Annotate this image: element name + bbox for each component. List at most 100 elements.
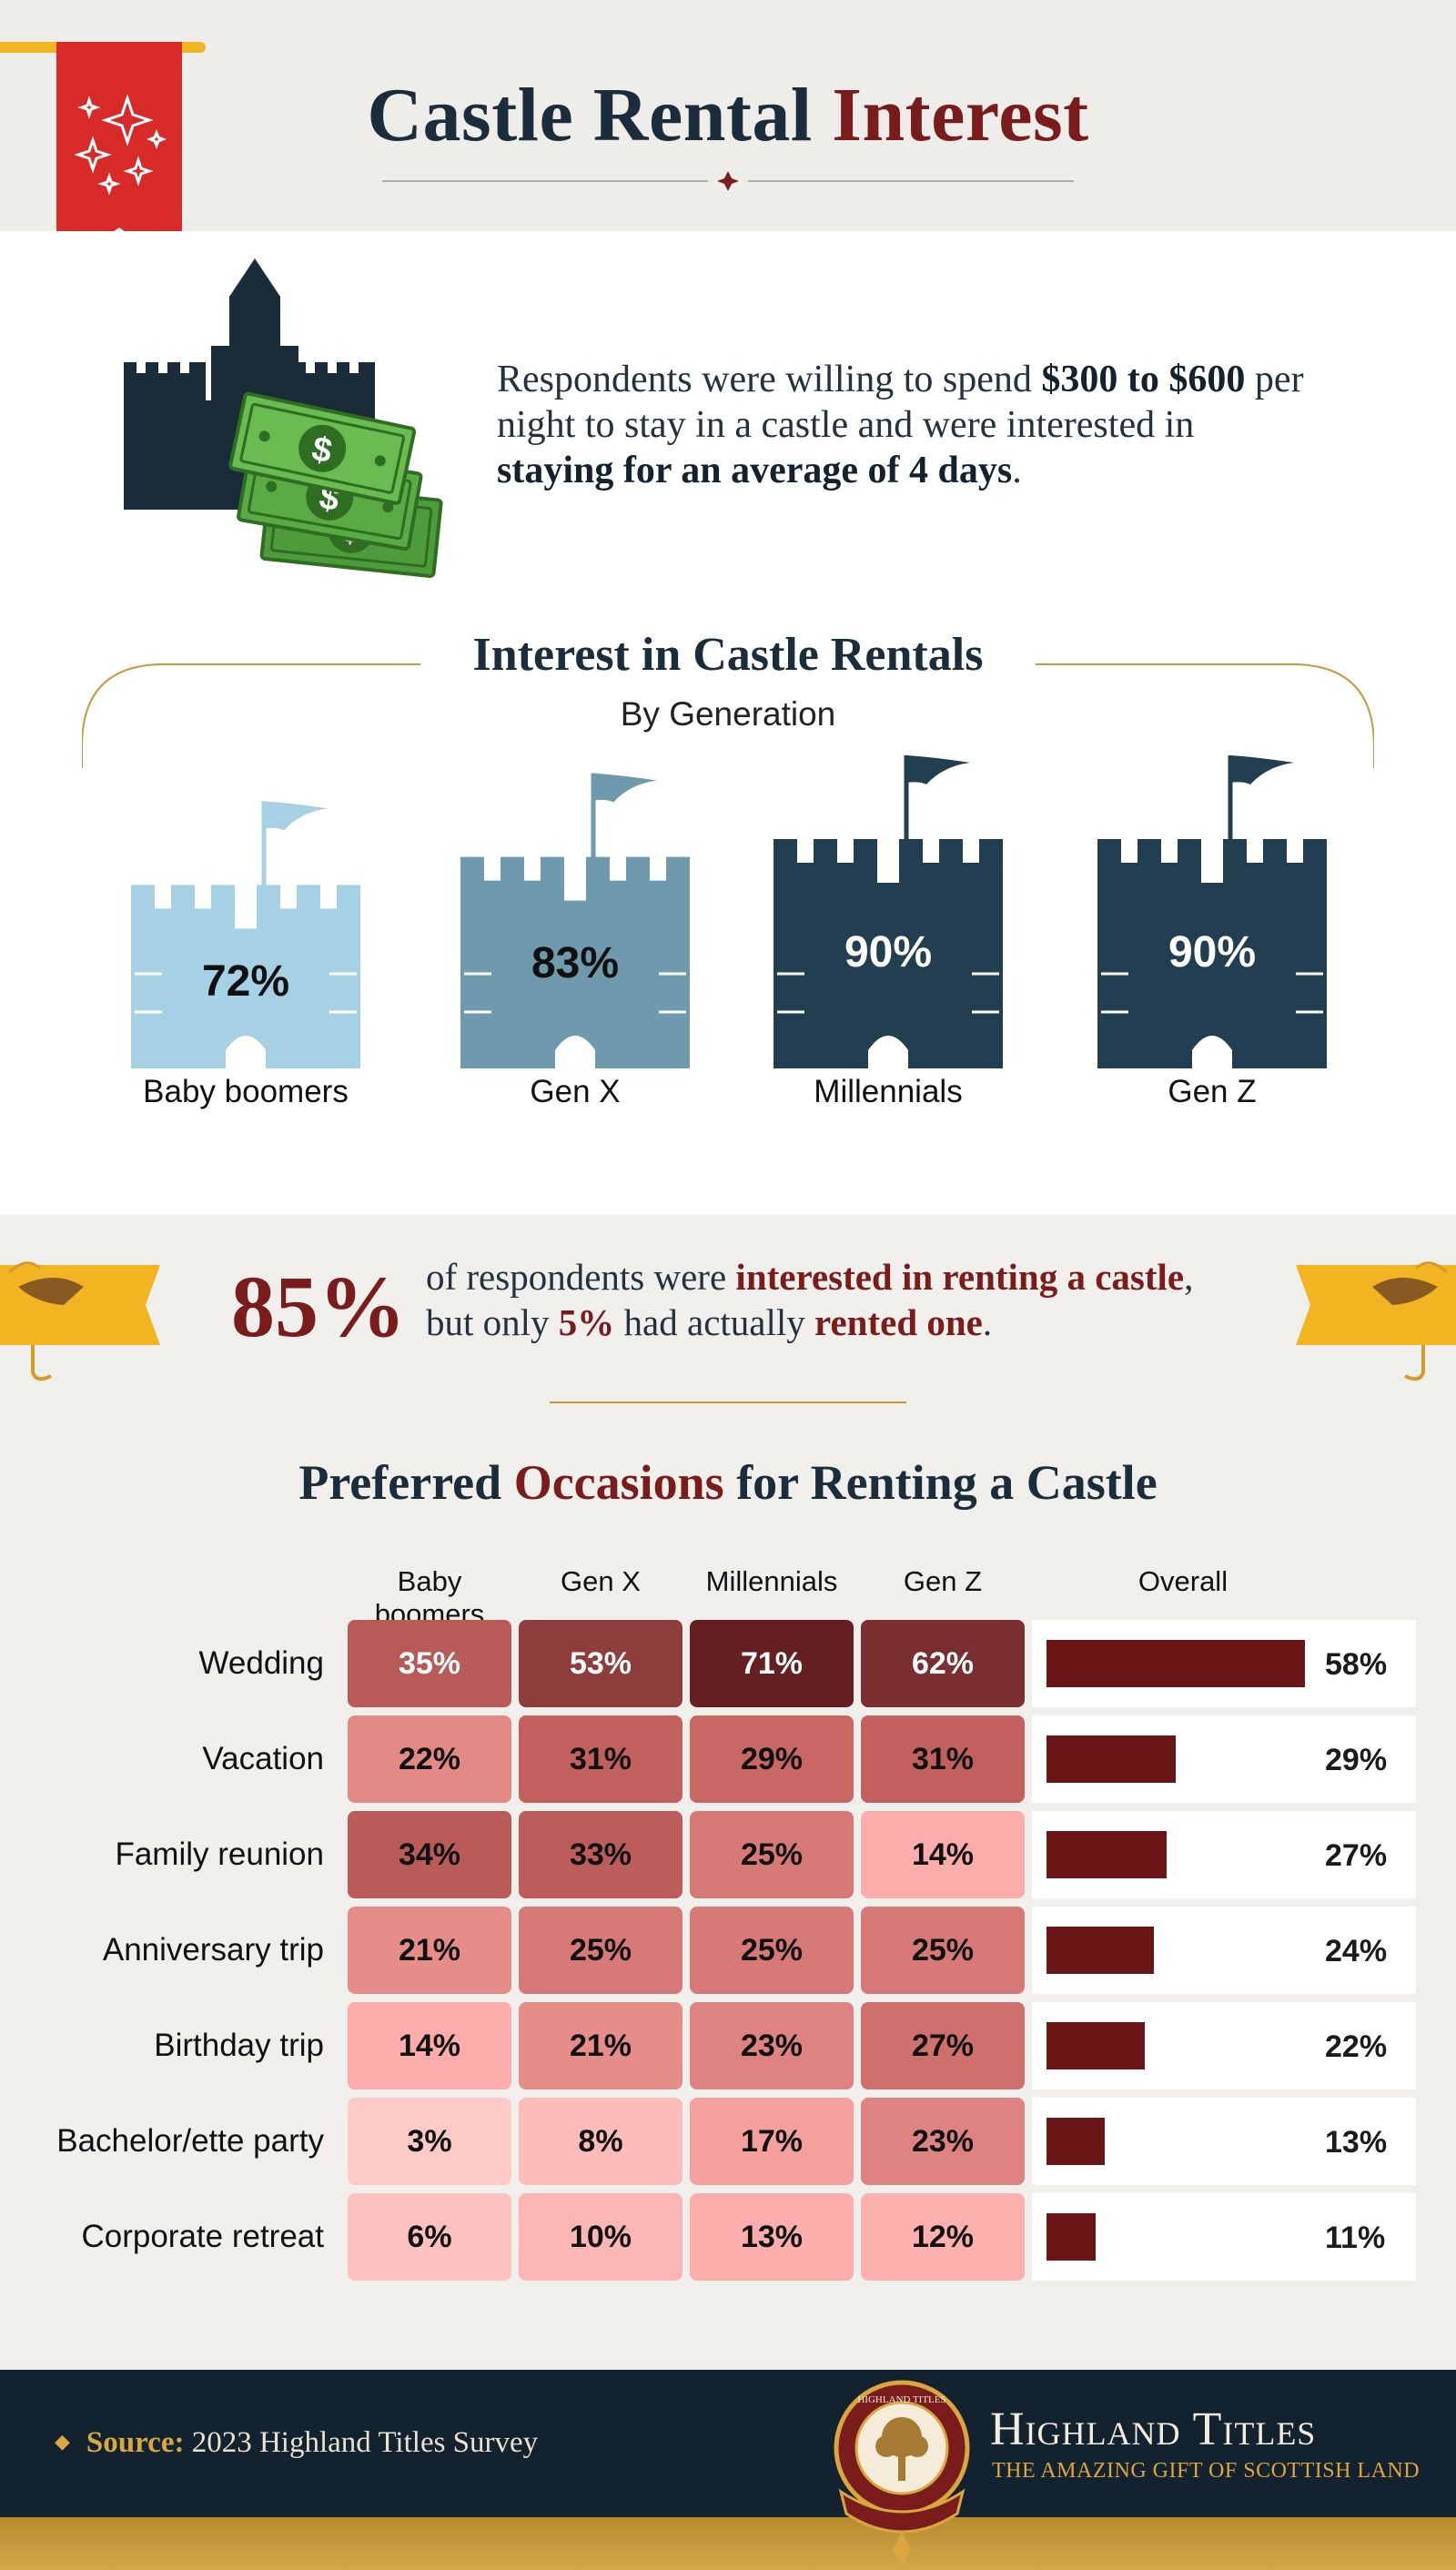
- overall-bar: [1046, 2118, 1105, 2165]
- brand-name: Highland Titles: [990, 2403, 1317, 2455]
- flag-icon: [593, 773, 657, 803]
- overall-bar: [1046, 1831, 1168, 1878]
- heatmap-cell: 13%: [690, 2193, 854, 2281]
- heatmap-cell: 14%: [861, 1811, 1025, 1898]
- overall-row: 58%: [1032, 1620, 1416, 1707]
- overall-value: 13%: [1325, 2125, 1388, 2160]
- flag-icon: [1230, 755, 1294, 784]
- heatmap-cell: 14%: [348, 2002, 511, 2089]
- castle-body-0: [131, 885, 360, 1068]
- title-divider: [382, 171, 1074, 191]
- overall-row: 24%: [1032, 1907, 1416, 1994]
- intro-part1: Respondents were willing to spend: [497, 359, 1042, 400]
- generation-castle-0: 72% Baby boomers: [109, 746, 382, 1128]
- heatmap-cell: 33%: [519, 1811, 682, 1898]
- overall-value: 22%: [1325, 2029, 1388, 2064]
- generation-value-0: 72%: [201, 957, 290, 1007]
- overall-value: 29%: [1325, 1743, 1388, 1777]
- seal-text: HIGHLAND TITLES: [857, 2394, 945, 2405]
- heatmap-cell: 21%: [519, 2002, 682, 2089]
- heatmap-cell: 25%: [519, 1907, 682, 1994]
- occ-title-a: Preferred: [298, 1455, 514, 1510]
- overall-bar: [1046, 1640, 1305, 1687]
- page-title: Castle Rental Interest: [0, 71, 1456, 159]
- generation-castle-1: 83% Gen X: [439, 746, 712, 1128]
- column-header-2: Millennials: [705, 1565, 838, 1597]
- generation-value-3: 90%: [1168, 927, 1257, 976]
- row-label-5: Bachelor/ette party: [56, 2123, 324, 2159]
- column-header-1: Gen X: [561, 1565, 641, 1597]
- intro-part3: .: [1012, 450, 1022, 491]
- heatmap-cell: 21%: [348, 1907, 511, 1994]
- overall-row: 13%: [1032, 2098, 1416, 2185]
- heatmap-cell: 25%: [690, 1811, 854, 1898]
- overall-value: 27%: [1325, 1838, 1388, 1873]
- stat-part1: of respondents were: [426, 1256, 736, 1298]
- heatmap-cell: 23%: [690, 2002, 854, 2089]
- diamond-icon: ◆: [55, 2430, 70, 2453]
- title-main: Castle Rental: [367, 73, 813, 157]
- generation-label-0: Baby boomers: [143, 1074, 349, 1109]
- stay-phrase: staying for an average of 4 days: [497, 450, 1013, 491]
- castle-body-3: [1097, 839, 1327, 1068]
- interest-title: Interest in Castle Rentals: [472, 629, 984, 681]
- overall-value: 11%: [1325, 2221, 1386, 2255]
- heatmap-cell: 10%: [519, 2193, 682, 2281]
- price-range: $300 to $600: [1041, 359, 1246, 400]
- castle-money-icon: $ $ $: [124, 258, 443, 579]
- overall-bar: [1046, 1927, 1154, 1974]
- heatmap-cell: 22%: [348, 1715, 511, 1803]
- source-text: 2023 Highland Titles Survey: [191, 2426, 539, 2459]
- row-label-3: Anniversary trip: [102, 1932, 324, 1968]
- overall-row: 27%: [1032, 1811, 1416, 1898]
- brand-tagline: THE AMAZING GIFT OF SCOTTISH LAND: [992, 2459, 1421, 2483]
- row-label-1: Vacation: [202, 1741, 324, 1776]
- generation-castle-3: 90% Gen Z: [1076, 746, 1349, 1128]
- row-label-4: Birthday trip: [154, 2028, 324, 2063]
- heatmap-cell: 35%: [348, 1620, 511, 1707]
- overall-bar: [1046, 2213, 1096, 2261]
- generation-label-1: Gen X: [530, 1074, 621, 1109]
- heatmap-cell: 23%: [861, 2098, 1025, 2185]
- castle-bar-2: [774, 755, 1003, 1068]
- generation-value-2: 90%: [844, 927, 933, 976]
- overall-row: 11%: [1032, 2193, 1416, 2281]
- row-label-6: Corporate retreat: [81, 2219, 324, 2254]
- generation-value-1: 83%: [531, 939, 620, 988]
- intro-part2: per night to stay in a castle and were i…: [497, 359, 1304, 446]
- heatmap-cell: 25%: [690, 1907, 854, 1994]
- occasions-title: Preferred Occasions for Renting a Castle: [0, 1454, 1456, 1511]
- row-label-2: Family reunion: [115, 1836, 324, 1872]
- overall-bar: [1046, 2022, 1145, 2069]
- scroll-banner-right-icon: [1296, 1261, 1456, 1381]
- overall-row: 22%: [1032, 2002, 1416, 2089]
- column-header-3: Gen Z: [903, 1565, 983, 1597]
- heatmap-cell: 71%: [690, 1620, 854, 1707]
- stat-part4: had actually: [614, 1301, 815, 1343]
- overall-value: 58%: [1325, 1647, 1388, 1682]
- column-header-overall: Overall: [1138, 1565, 1228, 1597]
- intro-text: Respondents were willing to spend $300 t…: [497, 357, 1316, 493]
- heatmap-cell: 62%: [861, 1620, 1025, 1707]
- heatmap-cell: 25%: [861, 1907, 1025, 1994]
- stat-section: [0, 1214, 1456, 1432]
- heatmap-cell: 29%: [690, 1715, 854, 1803]
- heatmap-cell: 8%: [519, 2098, 682, 2185]
- heatmap-cell: 31%: [861, 1715, 1025, 1803]
- heatmap-cell: 17%: [690, 2098, 854, 2185]
- generation-castle-2: 90% Millennials: [752, 746, 1025, 1128]
- castle-body-1: [460, 856, 690, 1068]
- castle-bar-0: [131, 801, 360, 1068]
- stat-rented: rented one: [814, 1301, 983, 1343]
- heatmap-cell: 27%: [861, 2002, 1025, 2089]
- castle-body-2: [774, 839, 1003, 1068]
- footer-gold-strip: [0, 2517, 1456, 2570]
- occ-title-accent: Occasions: [513, 1455, 724, 1510]
- source-note: ◆ Source: 2023 Highland Titles Survey: [55, 2426, 538, 2460]
- flag-icon: [264, 801, 328, 831]
- stat-text: of respondents were interested in rentin…: [426, 1254, 1245, 1345]
- heatmap-cell: 53%: [519, 1620, 682, 1707]
- header: [0, 0, 1456, 231]
- stat-part2: ,: [1184, 1256, 1194, 1298]
- generation-label-3: Gen Z: [1168, 1074, 1257, 1109]
